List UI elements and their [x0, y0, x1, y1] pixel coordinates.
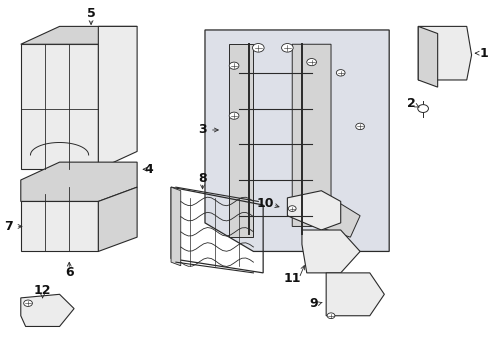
Polygon shape	[171, 187, 181, 266]
Text: 12: 12	[34, 284, 51, 297]
Circle shape	[288, 206, 296, 211]
Circle shape	[229, 62, 239, 69]
Polygon shape	[418, 26, 438, 87]
Text: 11: 11	[284, 272, 301, 285]
Circle shape	[229, 112, 239, 119]
Text: 5: 5	[87, 8, 96, 21]
Text: 10: 10	[257, 197, 274, 210]
Circle shape	[336, 69, 345, 76]
Text: 3: 3	[198, 123, 207, 136]
Polygon shape	[292, 44, 331, 226]
Polygon shape	[21, 202, 98, 251]
Circle shape	[356, 123, 365, 130]
Circle shape	[282, 44, 293, 52]
Polygon shape	[21, 162, 137, 202]
Polygon shape	[326, 273, 384, 316]
Text: 6: 6	[65, 266, 74, 279]
Text: 7: 7	[4, 220, 13, 233]
Polygon shape	[21, 44, 98, 169]
Polygon shape	[98, 26, 137, 169]
Text: 4: 4	[145, 163, 153, 176]
Polygon shape	[317, 198, 360, 237]
Polygon shape	[302, 230, 360, 273]
Text: 1: 1	[479, 47, 488, 60]
Circle shape	[327, 313, 335, 319]
Circle shape	[252, 44, 264, 52]
Circle shape	[24, 300, 32, 306]
Polygon shape	[205, 30, 389, 251]
Polygon shape	[21, 294, 74, 327]
Circle shape	[307, 59, 317, 66]
Text: 8: 8	[198, 172, 207, 185]
Text: 9: 9	[310, 297, 318, 310]
Polygon shape	[288, 191, 341, 230]
Polygon shape	[98, 187, 137, 251]
Text: 2: 2	[407, 97, 416, 110]
Polygon shape	[21, 26, 137, 44]
Polygon shape	[418, 26, 471, 80]
Circle shape	[418, 105, 428, 112]
Polygon shape	[229, 44, 253, 237]
